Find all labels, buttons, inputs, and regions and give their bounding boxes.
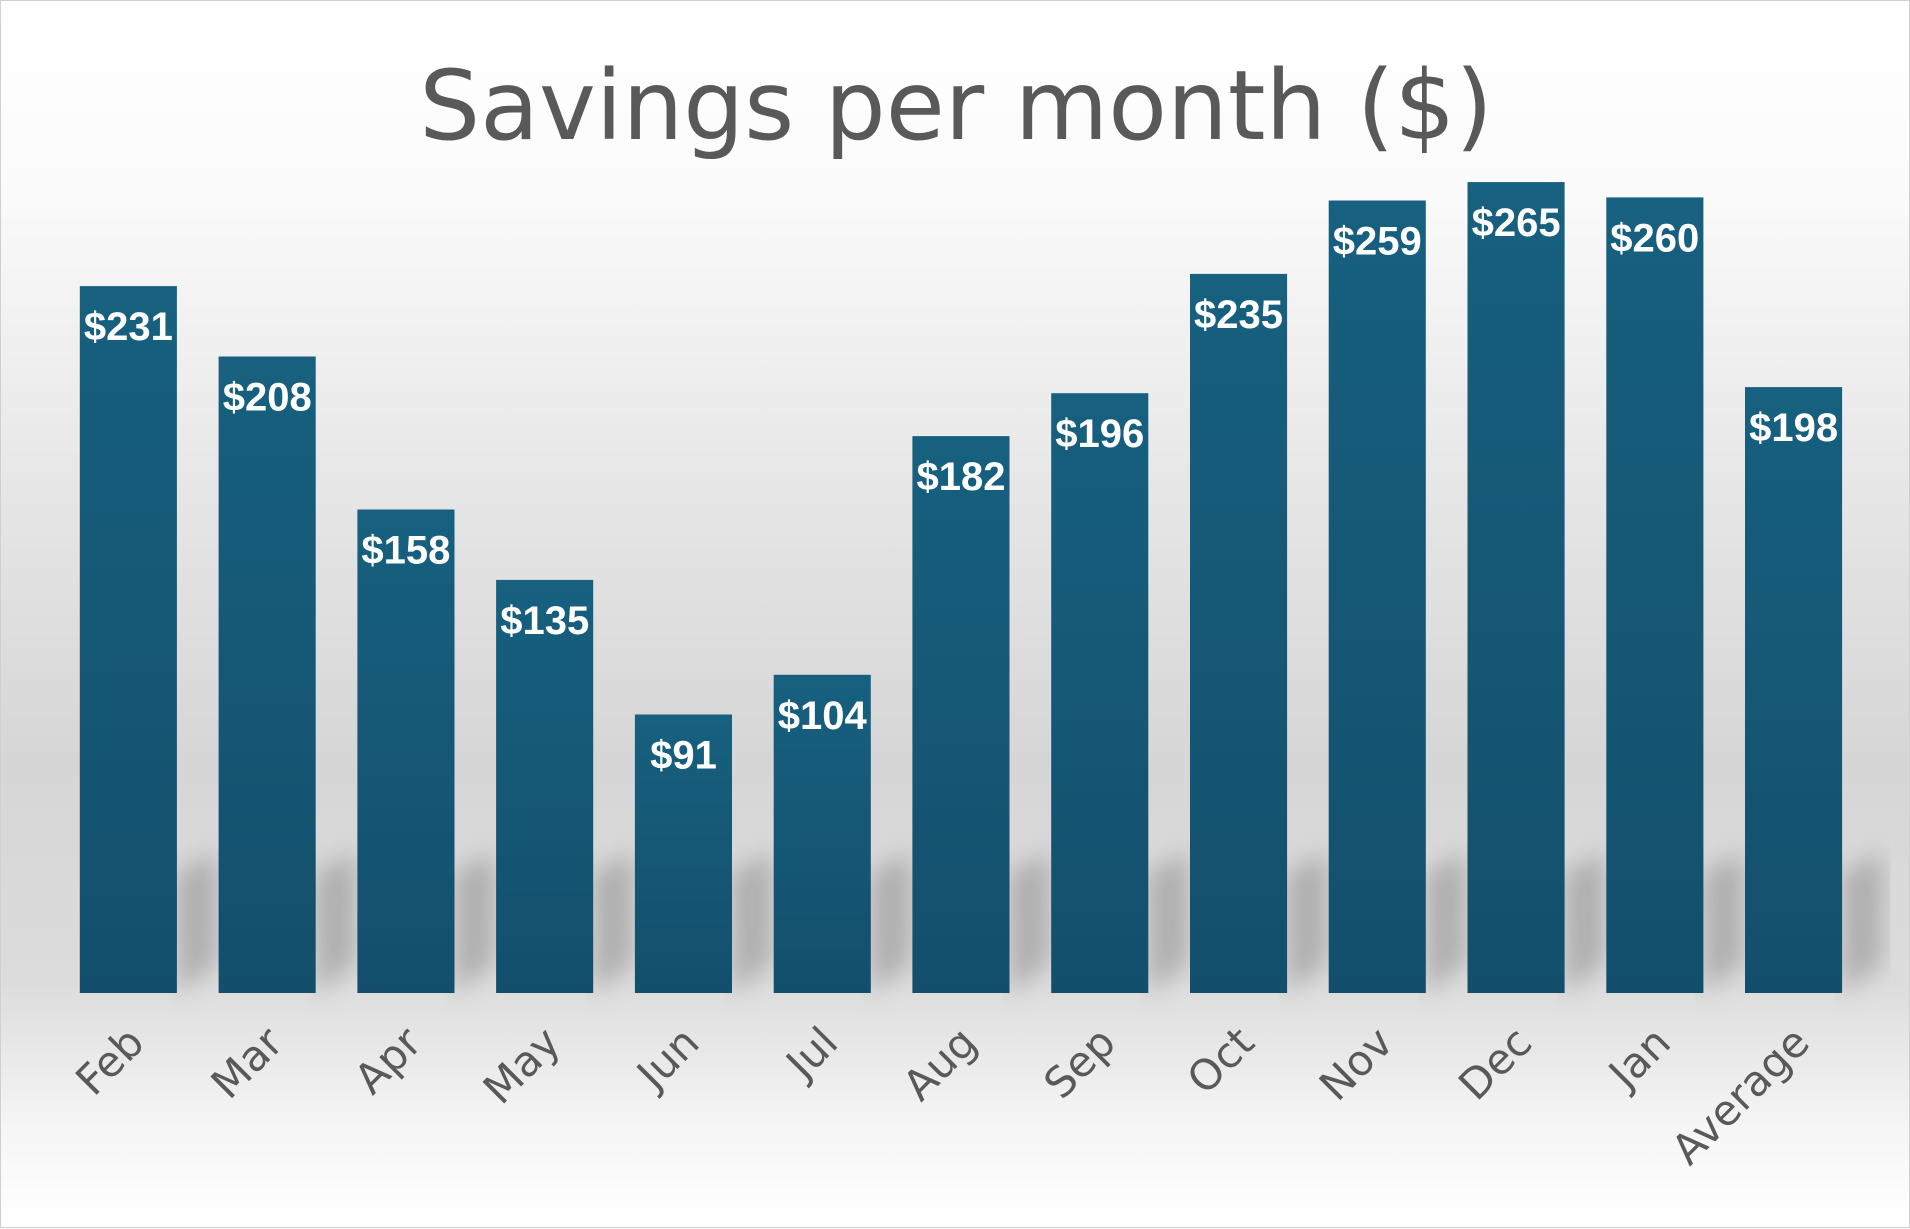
data-label-oct: $235: [1194, 293, 1283, 337]
data-labels: $231 $208 $158 $135 $91 $104 $182 $196 $235 $259 $…: [84, 201, 1838, 777]
bar-shadow-dec: [1564, 853, 1605, 993]
bar-nov: [1328, 200, 1426, 993]
bar-average: [1745, 387, 1843, 994]
data-label-aug: $182: [917, 455, 1006, 499]
x-tick-label-jul: Jul: [775, 1017, 848, 1090]
data-label-jul: $104: [778, 694, 868, 738]
bar-shadow-apr: [454, 853, 495, 993]
bar-shadow-jan: [1703, 853, 1744, 993]
bar-dec: [1467, 182, 1565, 994]
bar-jun: [634, 714, 732, 993]
bar-aug: [912, 436, 1010, 994]
data-label-may: $135: [500, 599, 589, 643]
bar-shadow-jul: [870, 853, 911, 993]
x-tick-label-may: May: [474, 1017, 570, 1113]
x-tick-label-oct: Oct: [1178, 1017, 1264, 1103]
data-label-sep: $196: [1055, 412, 1144, 456]
data-label-apr: $158: [361, 529, 450, 573]
data-label-feb: $231: [84, 305, 173, 349]
x-tick-label-aug: Aug: [893, 1017, 986, 1110]
bar-sep: [1051, 393, 1149, 993]
x-tick-label-jan: Jan: [1597, 1017, 1680, 1100]
bars: [79, 182, 1843, 994]
bar-shadow-average: [1842, 853, 1883, 993]
bar-mar: [218, 356, 316, 993]
data-label-jan: $260: [1610, 216, 1699, 260]
x-tick-label-average: Average: [1662, 1017, 1819, 1174]
x-tick-label-apr: Apr: [345, 1017, 432, 1104]
data-label-dec: $265: [1472, 201, 1561, 245]
bar-jul: [773, 674, 871, 993]
x-axis-tick-labels: Feb Mar Apr May Jun Jul Aug Sep Oct Nov Dec JanAver…: [66, 1017, 1818, 1174]
data-label-jun: $91: [650, 734, 717, 778]
bar-oct: [1190, 273, 1288, 993]
chart-title: Savings per month ($): [419, 50, 1493, 162]
bar-shadow-may: [593, 853, 634, 993]
bar-shadow-aug: [1009, 853, 1050, 993]
bar-shadows: [176, 853, 1883, 993]
x-tick-label-feb: Feb: [66, 1017, 153, 1104]
x-tick-label-jun: Jun: [625, 1017, 708, 1100]
x-tick-label-mar: Mar: [202, 1017, 293, 1108]
bar-feb: [79, 286, 177, 994]
bar-shadow-jun: [732, 853, 773, 993]
bar-may: [496, 579, 594, 993]
bar-shadow-feb: [176, 853, 217, 993]
bar-shadow-mar: [315, 853, 356, 993]
data-label-nov: $259: [1333, 220, 1422, 264]
bar-shadow-nov: [1425, 853, 1466, 993]
x-tick-label-dec: Dec: [1449, 1017, 1541, 1109]
x-tick-label-nov: Nov: [1310, 1017, 1403, 1110]
bar-apr: [357, 509, 455, 993]
bar-shadow-oct: [1287, 853, 1328, 993]
data-label-average: $198: [1749, 406, 1838, 450]
data-label-mar: $208: [223, 376, 312, 420]
x-tick-label-sep: Sep: [1034, 1017, 1125, 1108]
bar-jan: [1606, 197, 1704, 993]
bar-shadow-sep: [1148, 853, 1189, 993]
